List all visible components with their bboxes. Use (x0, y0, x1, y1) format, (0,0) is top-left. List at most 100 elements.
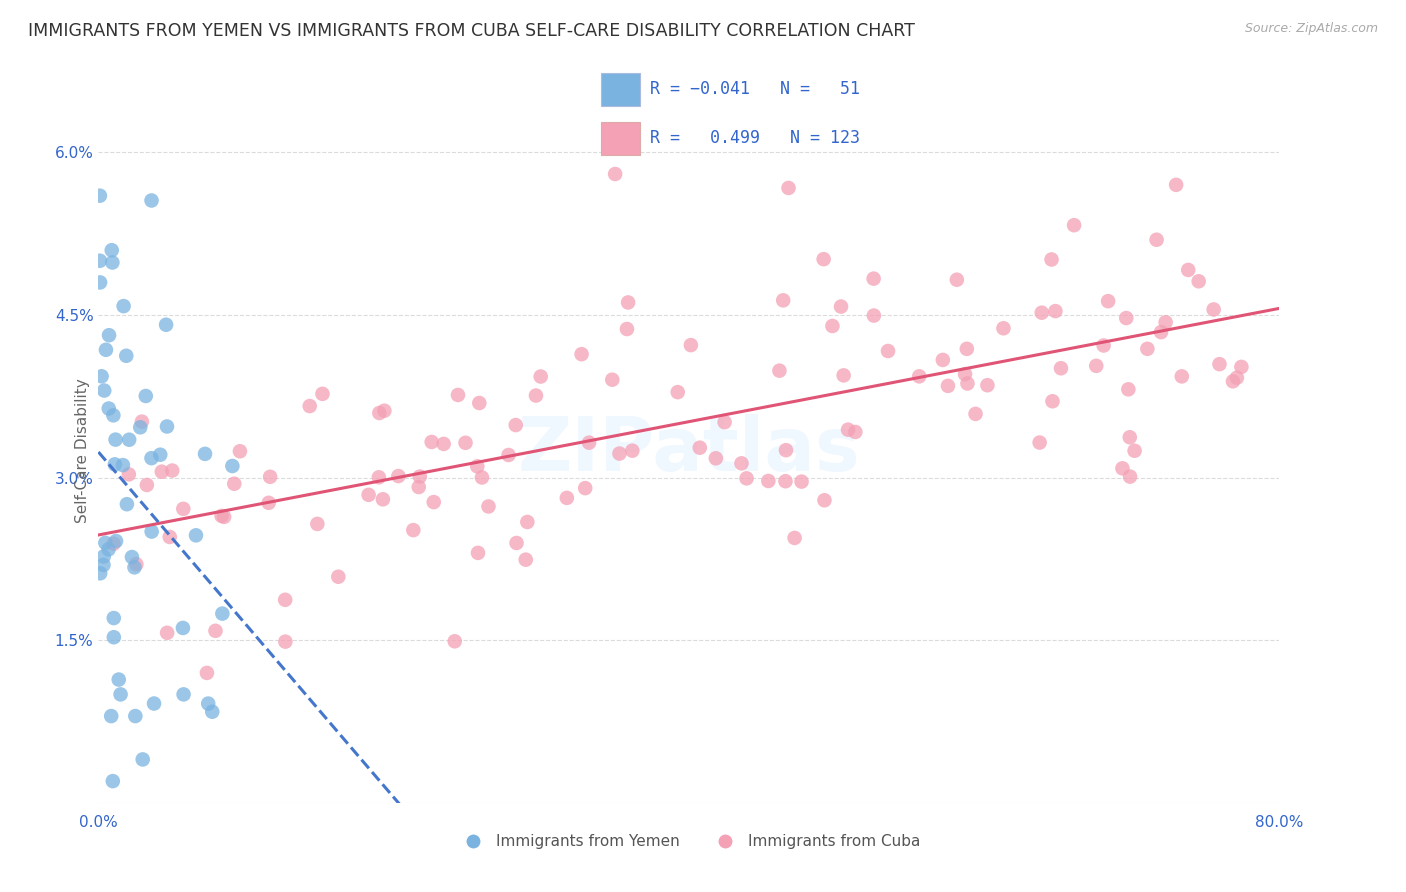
Point (1115, 311, 1137, 326)
Point (195, 665, 218, 680)
Point (97, 401, 120, 416)
Bar (602, 122, 640, 155)
Point (94, 536, 117, 550)
Point (863, 309, 886, 323)
Point (121, 550, 143, 565)
Point (1031, 306, 1053, 320)
Point (1123, 443, 1146, 458)
Point (467, 546, 489, 560)
Point (135, 389, 157, 403)
Point (993, 321, 1015, 335)
Point (877, 344, 900, 359)
Point (471, 470, 494, 484)
Point (1222, 374, 1244, 388)
Point (274, 592, 297, 607)
Point (367, 470, 389, 484)
Point (704, 451, 727, 466)
Point (1111, 461, 1133, 475)
Point (141, 194, 163, 208)
Point (778, 181, 800, 195)
Point (143, 697, 166, 711)
Point (131, 415, 153, 429)
Text: IMMIGRANTS FROM YEMEN VS IMMIGRANTS FROM CUBA SELF-CARE DISABILITY CORRELATION C: IMMIGRANTS FROM YEMEN VS IMMIGRANTS FROM… (28, 22, 915, 40)
Point (422, 495, 444, 509)
Text: ZIPatlas: ZIPatlas (517, 414, 860, 487)
Point (530, 369, 553, 384)
Point (409, 469, 432, 483)
Point (173, 687, 195, 701)
Point (837, 423, 859, 437)
Point (89, 566, 111, 581)
Point (571, 347, 593, 361)
Point (936, 379, 959, 393)
Point (103, 611, 125, 625)
Point (735, 471, 758, 485)
Point (813, 252, 835, 267)
Point (141, 524, 163, 539)
Point (756, 474, 779, 488)
Point (666, 385, 689, 400)
Point (1171, 369, 1194, 384)
Point (578, 435, 600, 450)
Point (1230, 359, 1253, 374)
Point (194, 447, 217, 461)
Point (1226, 370, 1249, 384)
Point (621, 443, 644, 458)
Text: Source: ZipAtlas.com: Source: ZipAtlas.com (1244, 22, 1378, 36)
Point (1146, 233, 1168, 247)
Point (328, 570, 350, 584)
Point (830, 300, 852, 314)
Point (100, 244, 122, 258)
Point (387, 469, 409, 483)
Point (862, 271, 884, 285)
Point (1119, 469, 1142, 483)
Point (103, 537, 125, 551)
Point (201, 705, 224, 719)
Point (204, 624, 226, 638)
Point (1092, 338, 1115, 352)
Point (465, 459, 488, 474)
Point (373, 403, 395, 417)
Point (118, 433, 141, 447)
Point (93, 384, 115, 398)
Point (105, 534, 128, 549)
Point (1085, 359, 1108, 373)
Point (107, 673, 129, 687)
Point (257, 496, 280, 510)
Point (1154, 315, 1177, 329)
Point (775, 474, 797, 488)
Point (775, 443, 797, 458)
Point (730, 456, 752, 470)
Point (97, 542, 120, 557)
Point (965, 407, 987, 421)
Point (259, 470, 281, 484)
Point (103, 409, 125, 423)
Point (101, 774, 124, 789)
Point (221, 458, 243, 473)
Point (93, 549, 115, 564)
Point (103, 630, 125, 644)
Point (1042, 394, 1064, 409)
Point (1045, 304, 1067, 318)
Point (104, 433, 127, 447)
Point (932, 352, 955, 367)
Point (1188, 274, 1211, 288)
Point (274, 634, 297, 648)
Point (172, 501, 194, 516)
Point (768, 364, 790, 378)
Point (468, 396, 491, 410)
Point (821, 318, 844, 333)
Point (679, 338, 702, 352)
Point (132, 752, 155, 766)
Point (616, 322, 638, 336)
Point (1028, 435, 1050, 450)
Point (224, 476, 246, 491)
Point (141, 451, 163, 466)
Point (433, 437, 456, 451)
Point (125, 558, 148, 572)
Point (1202, 302, 1225, 317)
Point (156, 419, 179, 434)
Point (211, 607, 233, 621)
Point (605, 167, 627, 181)
Point (155, 318, 177, 332)
